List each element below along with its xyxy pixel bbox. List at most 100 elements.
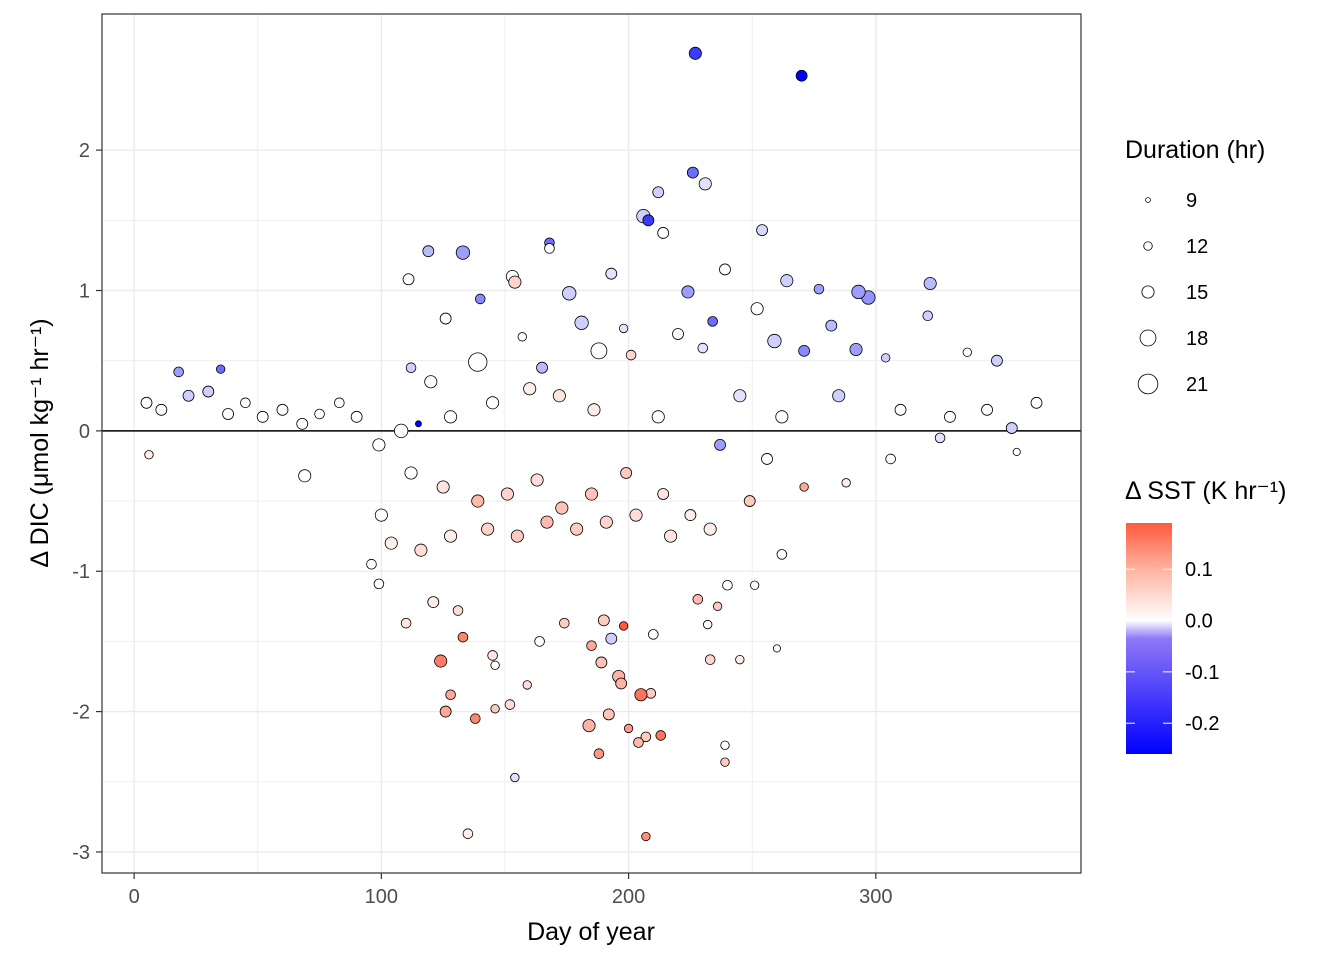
data-point [962, 347, 972, 357]
data-point [439, 705, 452, 718]
data-point [648, 629, 659, 640]
data-point [750, 580, 760, 590]
data-point [510, 772, 520, 783]
data-point [825, 319, 838, 332]
y-tick-label: 2 [79, 140, 90, 162]
color-legend-label: 0.1 [1185, 559, 1213, 581]
data-point [599, 515, 613, 529]
color-legend-title: Δ SST (K hr⁻¹) [1125, 477, 1286, 505]
x-tick-label: 300 [859, 886, 892, 908]
data-point [645, 688, 657, 699]
y-tick-label: -1 [72, 561, 90, 583]
data-point [570, 522, 584, 536]
data-point [944, 410, 956, 423]
data-point [780, 274, 794, 288]
y-tick-label: -2 [72, 702, 90, 724]
data-point [427, 596, 440, 609]
size-legend-label: 18 [1186, 328, 1208, 350]
panel-border [101, 13, 1082, 874]
data-point [402, 273, 415, 286]
data-point [894, 403, 907, 416]
data-point [799, 482, 809, 492]
data-point [640, 731, 652, 743]
data-point [256, 410, 269, 423]
data-point [444, 410, 458, 424]
data-point [991, 354, 1003, 367]
data-point [733, 389, 747, 403]
data-point [298, 469, 312, 483]
data-point [704, 654, 716, 665]
data-point [813, 283, 825, 295]
size-legend-label: 9 [1186, 190, 1197, 212]
size-legend-key [1145, 197, 1151, 203]
data-point [400, 617, 412, 629]
data-point [657, 488, 670, 500]
data-points [140, 46, 1043, 842]
data-point [602, 708, 615, 721]
data-point [841, 478, 851, 488]
data-point [552, 389, 566, 403]
x-axis-title: Day of year [527, 918, 655, 946]
size-legend-title: Duration (hr) [1125, 136, 1265, 164]
data-point [934, 432, 946, 444]
data-point [445, 689, 456, 701]
data-point [657, 227, 670, 239]
data-point [772, 644, 781, 653]
y-tick-label: 0 [79, 421, 90, 443]
data-point [885, 453, 896, 465]
size-legend-label: 12 [1186, 236, 1208, 258]
data-point [470, 713, 481, 724]
data-point [798, 344, 811, 357]
data-point [374, 508, 388, 522]
data-point [686, 166, 699, 179]
data-point [849, 342, 863, 356]
plot-panel [101, 13, 1082, 874]
data-point [681, 285, 695, 299]
data-point [832, 389, 846, 403]
data-point [414, 543, 428, 557]
x-tick-label: 100 [365, 886, 398, 908]
data-point [373, 578, 385, 590]
data-point [688, 46, 702, 60]
size-legend-key [1137, 373, 1159, 395]
data-point [714, 439, 726, 451]
data-point [923, 276, 937, 291]
data-point [851, 284, 866, 300]
data-point [457, 631, 469, 643]
data-point [1030, 396, 1043, 409]
data-point [462, 828, 474, 839]
data-point [140, 396, 153, 409]
data-point [590, 342, 608, 360]
data-point [490, 660, 500, 670]
size-legend-key [1139, 329, 1157, 347]
data-point [756, 224, 768, 237]
data-point [216, 364, 226, 374]
data-point [452, 605, 464, 616]
data-point [405, 362, 417, 373]
data-point [776, 549, 788, 560]
data-point [202, 385, 215, 398]
data-point [444, 529, 458, 543]
color-legend-label: -0.2 [1185, 713, 1219, 735]
data-point [296, 417, 309, 430]
data-point [436, 480, 450, 494]
data-point [761, 453, 773, 465]
data-point [625, 349, 637, 361]
data-point [404, 466, 418, 480]
data-point [712, 601, 723, 611]
data-point [474, 293, 486, 305]
data-point [735, 654, 745, 665]
size-legend-key [1141, 285, 1155, 299]
data-point [508, 275, 522, 289]
data-point [481, 522, 495, 536]
data-point [922, 310, 934, 322]
data-point [240, 397, 251, 409]
data-point [584, 487, 599, 501]
data-point [334, 397, 345, 409]
data-point [633, 737, 644, 748]
data-point [455, 245, 471, 260]
data-point [562, 286, 577, 301]
data-point [652, 186, 665, 199]
x-tick-label: 200 [612, 886, 645, 908]
y-axis: -3 -2 -1 0 1 2 [72, 140, 102, 864]
